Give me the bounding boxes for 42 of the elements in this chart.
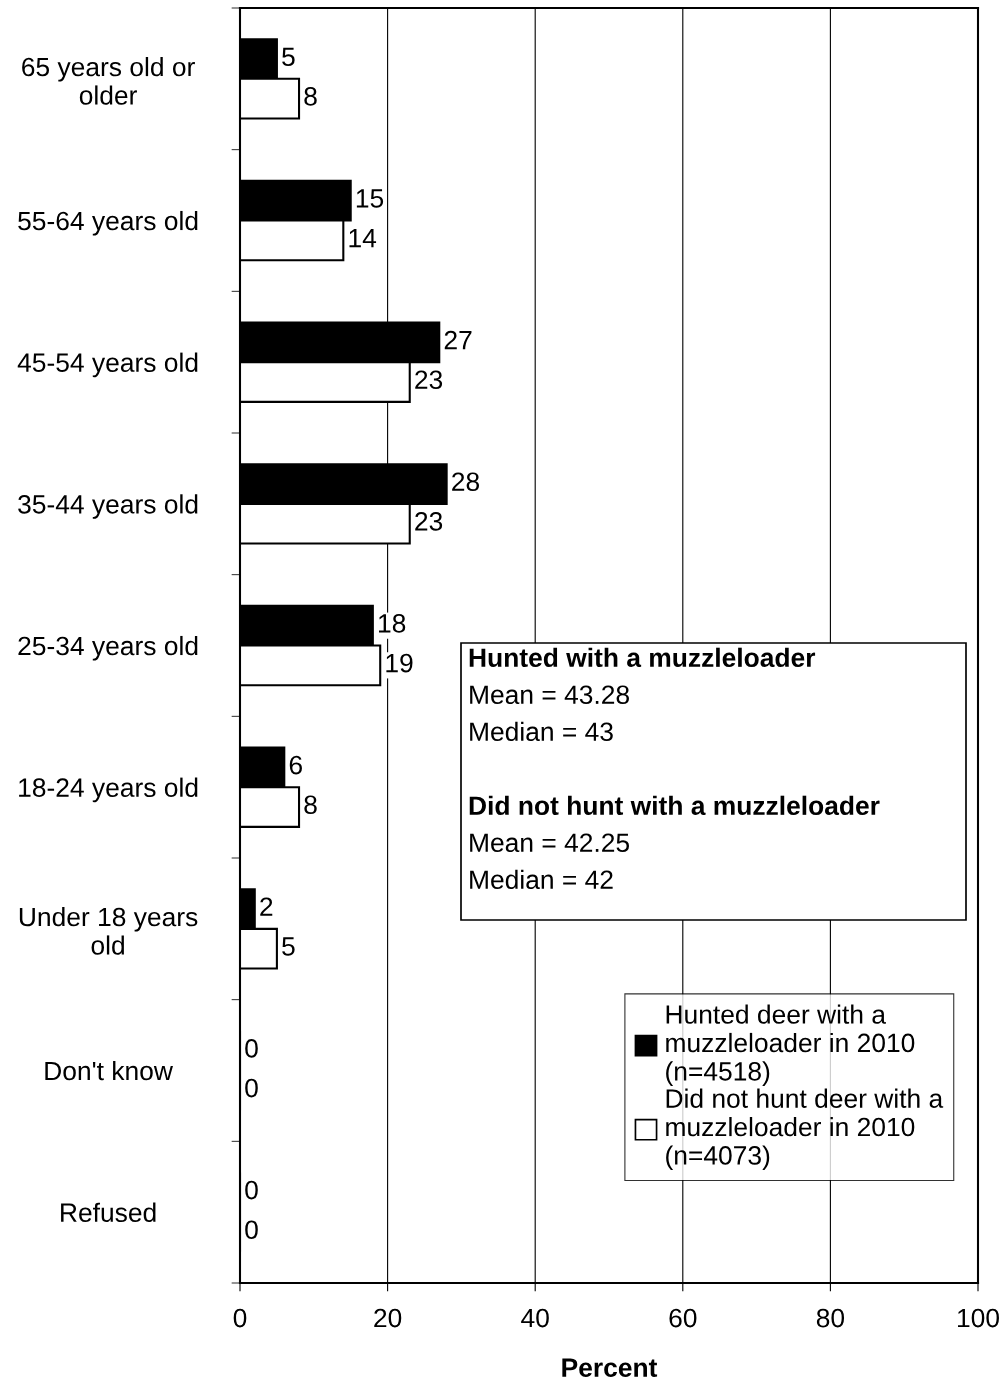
x-tick-label: 100 — [958, 1308, 999, 1328]
annotation: Hunted with a muzzleloader — [469, 647, 816, 668]
y-tick-label: 65 years old or older — [22, 56, 195, 105]
data-label: 0 — [245, 1220, 258, 1240]
annotation: Did not hunt with a muzzleloader — [469, 795, 880, 816]
annotation: Mean = 42.25 — [470, 833, 630, 853]
data-label: 18 — [379, 614, 406, 633]
annotation: Median = 43 — [470, 721, 613, 742]
legend-label: Hunted deer with a muzzleloader in 2010 (n=4518) — [666, 1004, 915, 1086]
x-axis-title: Percent — [562, 1358, 658, 1377]
y-tick-label: 25-34 years old — [18, 635, 198, 661]
data-label: 5 — [282, 47, 295, 67]
data-label: 19 — [386, 653, 413, 673]
data-label: 15 — [356, 189, 384, 208]
data-label: 0 — [245, 1180, 258, 1200]
x-tick-label: 0 — [233, 1308, 247, 1328]
x-tick-label: 20 — [374, 1308, 402, 1328]
y-tick-label: Refused — [61, 1202, 156, 1222]
data-label: 0 — [245, 1078, 258, 1098]
data-label: 6 — [289, 755, 302, 775]
y-tick-label: Under 18 years old — [19, 906, 198, 955]
data-label: 27 — [444, 330, 472, 350]
annotation: Median = 42 — [470, 869, 613, 890]
y-tick-label: 35-44 years old — [18, 494, 198, 519]
data-label: 8 — [304, 87, 317, 106]
y-tick-label: 45-54 years old — [17, 352, 198, 378]
data-label: 0 — [245, 1039, 258, 1058]
x-tick-label: 60 — [669, 1308, 697, 1328]
data-label: 23 — [415, 512, 443, 531]
data-label: 28 — [452, 472, 480, 492]
data-label: 2 — [260, 897, 273, 916]
x-tick-label: 80 — [816, 1308, 845, 1328]
y-tick-label: Don't know — [45, 1060, 173, 1081]
x-tick-label: 40 — [521, 1308, 549, 1328]
y-tick-label: 55-64 years old — [18, 210, 198, 236]
data-label: 8 — [304, 795, 317, 815]
legend-label: Did not hunt deer with a muzzleloader in 2010 (n=4073) — [666, 1088, 944, 1170]
annotation: Mean = 43.28 — [470, 685, 629, 705]
data-label: 23 — [415, 370, 443, 390]
data-label: 5 — [282, 937, 295, 956]
data-label: 14 — [349, 229, 377, 248]
y-tick-label: 18-24 years old — [19, 777, 198, 803]
